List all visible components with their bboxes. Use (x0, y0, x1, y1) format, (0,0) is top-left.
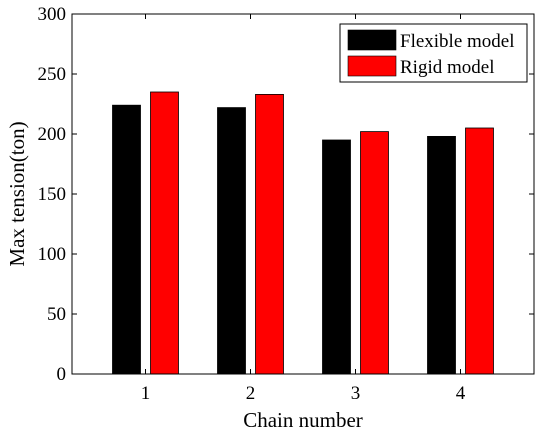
y-tick-label-250: 250 (38, 64, 67, 85)
y-tick-label-50: 50 (47, 304, 66, 325)
x-tick-label-3: 3 (351, 383, 361, 404)
y-tick-label-100: 100 (38, 244, 67, 265)
legend-label-flexible-model: Flexible model (400, 31, 515, 52)
bar-flexible-model-1 (112, 104, 141, 375)
legend-swatch-flexible-model (347, 29, 397, 51)
y-tick-label-150: 150 (38, 184, 67, 205)
legend-swatch-rigid-model (347, 55, 397, 77)
bar-flexible-model-2 (217, 107, 246, 375)
bar-rigid-model-1 (150, 91, 179, 375)
y-tick-label-0: 0 (57, 364, 67, 385)
legend-label-rigid-model: Rigid model (400, 57, 494, 78)
x-axis-label: Chain number (243, 408, 363, 432)
ticks-layer: 0 50 100 150 200 250 300 1 2 3 4 (38, 4, 534, 404)
y-axis-label: Max tension(ton) (5, 121, 29, 266)
bar-rigid-model-3 (360, 131, 389, 375)
x-tick-label-1: 1 (141, 383, 151, 404)
legend: Flexible model Rigid model (339, 23, 528, 83)
y-tick-label-200: 200 (38, 124, 67, 145)
labels-layer: Chain number Max tension(ton) (5, 121, 363, 432)
bars-layer (112, 91, 494, 375)
bar-rigid-model-2 (255, 94, 284, 375)
y-tick-label-300: 300 (38, 4, 67, 25)
x-tick-label-2: 2 (246, 383, 256, 404)
bar-flexible-model-4 (427, 135, 456, 375)
bar-flexible-model-3 (322, 139, 351, 375)
x-tick-label-4: 4 (456, 383, 466, 404)
bar-rigid-model-4 (465, 127, 494, 375)
